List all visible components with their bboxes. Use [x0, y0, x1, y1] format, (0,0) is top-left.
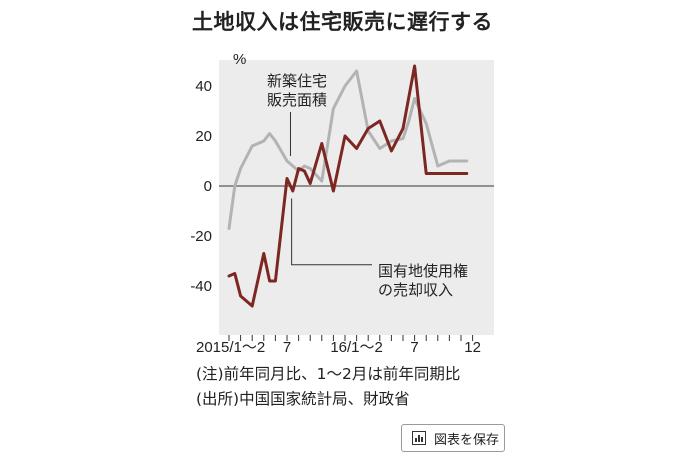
y-tick-label: -20 [190, 228, 212, 245]
x-tick-label: 7 [410, 339, 418, 356]
save-chart-button[interactable]: 図表を保存 [401, 424, 505, 452]
source-text: (出所)中国国家統計局、財政省 [196, 390, 410, 408]
bar-chart-icon [412, 431, 426, 445]
series-label-housing: 新築住宅 [267, 72, 327, 90]
series-label-land: の売却収入 [378, 281, 453, 299]
x-tick-label: 2015/1〜2 [196, 339, 265, 356]
x-tick-label: 16/1〜2 [330, 339, 383, 356]
series-line-2 [227, 64, 469, 308]
y-tick-label: -40 [190, 278, 212, 295]
series-line-1 [227, 69, 469, 230]
leader-line-land [291, 198, 372, 266]
plot-area [219, 60, 494, 335]
save-chart-label: 図表を保存 [434, 432, 500, 448]
y-tick-label: 40 [195, 78, 212, 95]
series-label-land: 国有地使用権 [378, 262, 468, 280]
series-label-housing: 販売面積 [267, 91, 327, 109]
x-tick-label: 7 [283, 339, 291, 356]
note-text: (注)前年同月比、1〜2月は前年同期比 [196, 365, 461, 383]
chart-title: 土地収入は住宅販売に遅行する [192, 10, 493, 34]
y-tick-label: 0 [204, 178, 212, 195]
y-axis-unit: % [233, 51, 246, 68]
x-tick-label: 12 [464, 339, 481, 356]
y-tick-label: 20 [195, 128, 212, 145]
